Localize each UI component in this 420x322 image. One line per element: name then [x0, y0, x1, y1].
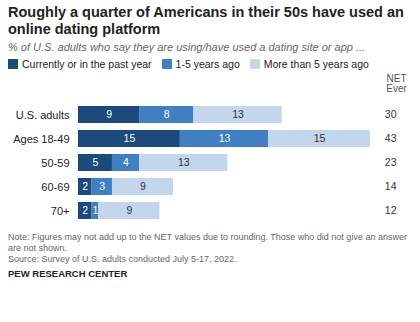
svg-text:5: 5 [93, 156, 99, 168]
svg-text:9: 9 [127, 204, 133, 216]
svg-text:60-69: 60-69 [41, 181, 69, 193]
svg-text:23: 23 [385, 156, 397, 168]
svg-text:50-59: 50-59 [41, 157, 69, 169]
svg-text:4: 4 [123, 156, 129, 168]
html-text:Currently or in the past year: Currently or in the past year [22, 58, 152, 70]
svg-text:15: 15 [124, 132, 136, 144]
svg-text:2: 2 [82, 180, 88, 192]
html-text:Source: Survey of U.S. adults: Source: Survey of U.S. adults conducted … [8, 254, 237, 264]
html-text:More than 5 years ago: More than 5 years ago [263, 58, 369, 70]
svg-text:13: 13 [178, 156, 190, 168]
svg-text:U.S. adults: U.S. adults [16, 109, 70, 121]
svg-text:14: 14 [385, 180, 397, 192]
svg-text:15: 15 [314, 132, 326, 144]
svg-text:8: 8 [164, 108, 170, 120]
html-text:% of U.S. adults who say they: % of U.S. adults who say they are using/… [8, 41, 366, 53]
html-text:Note: Figures may not add up t: Note: Figures may not add up to the NET … [8, 232, 407, 253]
svg-text:9: 9 [106, 108, 112, 120]
svg-text:1: 1 [93, 204, 99, 216]
svg-text:13: 13 [232, 108, 244, 120]
svg-text:70+: 70+ [51, 205, 70, 217]
html-text:PEW RESEARCH CENTER: PEW RESEARCH CENTER [8, 268, 128, 279]
svg-text:13: 13 [219, 132, 231, 144]
svg-text:12: 12 [385, 204, 397, 216]
svg-text:Ages 18-49: Ages 18-49 [13, 133, 69, 145]
svg-text:2: 2 [82, 204, 88, 216]
svg-text:9: 9 [140, 180, 146, 192]
html-text:Roughly a quarter of Americans: Roughly a quarter of Americans in their … [8, 4, 404, 37]
svg-text:43: 43 [385, 132, 397, 144]
svg-text:3: 3 [99, 180, 105, 192]
svg-text:30: 30 [385, 108, 397, 120]
svg-text:NETEver: NETEver [386, 73, 407, 94]
html-text:1-5 years ago: 1-5 years ago [175, 58, 240, 70]
